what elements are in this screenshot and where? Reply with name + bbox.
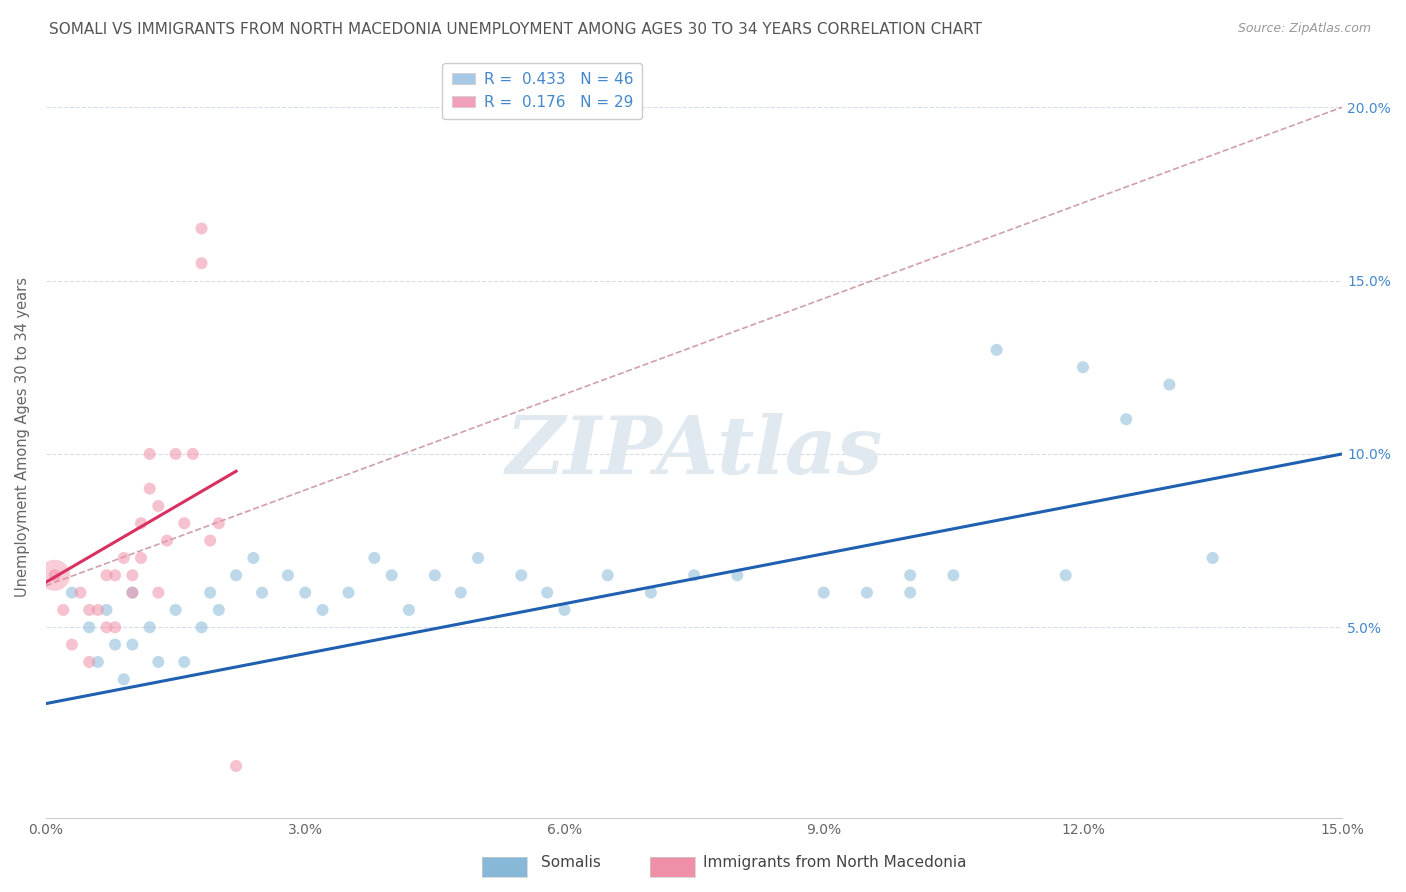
Point [87,655,110,669]
Text: Immigrants from North Macedonia: Immigrants from North Macedonia [703,855,966,870]
Point [294,585,316,599]
Point [277,568,299,582]
Point [121,638,143,652]
Point [44,568,66,582]
Point [381,568,404,582]
Point [467,550,489,565]
Point [156,533,179,548]
Point [225,759,247,773]
Point [60,585,83,599]
Point [138,482,160,496]
Point [1054,568,1077,582]
Point [87,603,110,617]
Point [536,585,558,599]
Point [77,655,100,669]
Text: SOMALI VS IMMIGRANTS FROM NORTH MACEDONIA UNEMPLOYMENT AMONG AGES 30 TO 34 YEARS: SOMALI VS IMMIGRANTS FROM NORTH MACEDONI… [49,22,983,37]
Point [510,568,533,582]
Point [173,655,195,669]
Point [148,655,170,669]
Legend: R =  0.433   N = 46, R =  0.176   N = 29: R = 0.433 N = 46, R = 0.176 N = 29 [443,62,643,119]
Point [398,603,420,617]
Text: ZIPAtlas: ZIPAtlas [505,413,883,491]
Point [1071,360,1094,375]
Point [898,568,921,582]
Point [60,638,83,652]
Y-axis label: Unemployment Among Ages 30 to 34 years: Unemployment Among Ages 30 to 34 years [15,277,30,597]
Point [898,585,921,599]
Point [121,585,143,599]
Point [942,568,965,582]
Point [856,585,879,599]
Point [250,585,273,599]
Point [190,256,212,270]
Point [208,516,231,531]
Point [96,568,118,582]
Point [121,568,143,582]
Point [129,550,152,565]
Point [173,516,195,531]
Point [96,620,118,634]
Point [96,603,118,617]
Point [148,499,170,513]
Point [725,568,748,582]
Point [138,447,160,461]
Text: Somalis: Somalis [541,855,602,870]
Point [198,585,221,599]
Point [104,620,127,634]
Point [138,620,160,634]
Point [112,550,135,565]
Point [1159,377,1181,392]
Point [640,585,662,599]
Point [683,568,706,582]
Point [242,550,264,565]
Point [1201,550,1223,565]
Point [165,447,187,461]
Point [813,585,835,599]
Point [198,533,221,548]
Point [165,603,187,617]
Point [69,585,91,599]
Point [311,603,333,617]
Text: Source: ZipAtlas.com: Source: ZipAtlas.com [1237,22,1371,36]
Point [148,585,170,599]
Point [77,620,100,634]
Point [104,568,127,582]
Point [181,447,204,461]
Point [337,585,360,599]
Point [112,673,135,687]
Point [129,516,152,531]
Point [121,585,143,599]
Point [363,550,385,565]
Point [225,568,247,582]
Point [190,221,212,235]
Point [190,620,212,634]
Point [77,603,100,617]
Point [44,568,66,582]
Point [52,603,75,617]
Point [450,585,472,599]
Point [208,603,231,617]
Point [986,343,1008,357]
Point [553,603,575,617]
Point [423,568,446,582]
Point [596,568,619,582]
Point [1115,412,1137,426]
Point [104,638,127,652]
